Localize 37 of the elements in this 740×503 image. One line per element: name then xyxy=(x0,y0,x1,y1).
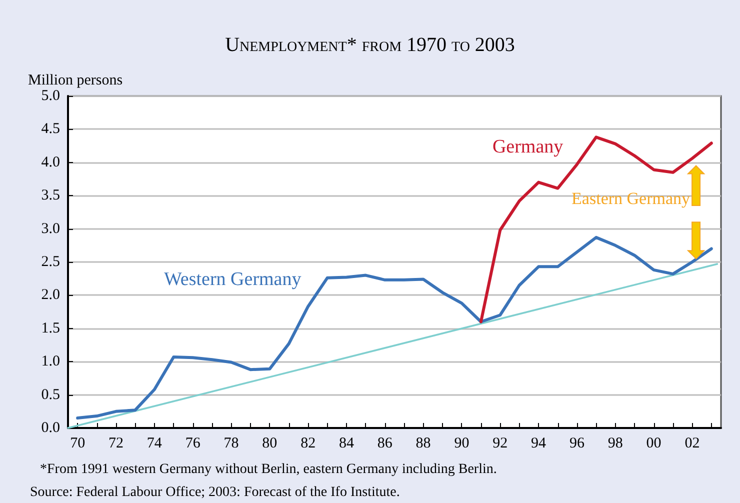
x-tick-label: 02 xyxy=(684,436,700,452)
x-tick-label: 76 xyxy=(185,436,201,452)
x-tick-label: 70 xyxy=(70,436,86,452)
x-tick-label: 88 xyxy=(416,436,431,452)
x-tick-label: 78 xyxy=(224,436,239,452)
line-series xyxy=(76,236,713,420)
series-label: Western Germany xyxy=(164,269,302,290)
y-tick-label: 4.5 xyxy=(41,121,60,138)
y-tick-label: 3.5 xyxy=(41,188,60,204)
x-tick-label: 00 xyxy=(646,436,662,452)
chart-title: Unemployment* from 1970 to 2003 xyxy=(224,34,516,57)
y-tick-label: 0.5 xyxy=(41,386,60,403)
annotation: Eastern Germany xyxy=(572,189,691,208)
y-tick-label: 5.0 xyxy=(41,88,60,104)
y-axis-title: Million persons xyxy=(28,72,123,88)
x-tick-label: 84 xyxy=(338,436,354,452)
x-tick-label: 90 xyxy=(454,436,470,452)
x-tick-label: 96 xyxy=(569,436,585,452)
x-tick-label: 72 xyxy=(108,436,124,452)
y-tick-label: 2.0 xyxy=(41,287,60,304)
x-tick-label: 98 xyxy=(608,436,623,452)
y-tick-label: 1.5 xyxy=(41,320,60,336)
x-tick-label: 74 xyxy=(146,436,162,452)
x-tick-label: 94 xyxy=(531,436,547,452)
x-tick-label: 80 xyxy=(262,436,278,452)
y-tick-label: 1.0 xyxy=(41,354,60,370)
y-tick-label: 3.0 xyxy=(41,220,60,237)
source-note: Source: Federal Labour Office; 2003: Forecast of the Ifo Institute. xyxy=(30,485,400,500)
text: *From 1991 western Germany without Berlin, eastern Germany including Berlin. xyxy=(40,462,497,477)
x-tick-label: 86 xyxy=(377,436,393,452)
x-tick-label: 92 xyxy=(492,436,508,452)
y-tick-label: 0.0 xyxy=(41,420,60,436)
y-tick-label: 2.5 xyxy=(41,254,60,270)
line-series xyxy=(479,136,713,324)
series-label: Germany xyxy=(492,136,564,158)
x-tick-label: 82 xyxy=(300,436,316,452)
y-tick-label: 4.0 xyxy=(41,154,60,170)
